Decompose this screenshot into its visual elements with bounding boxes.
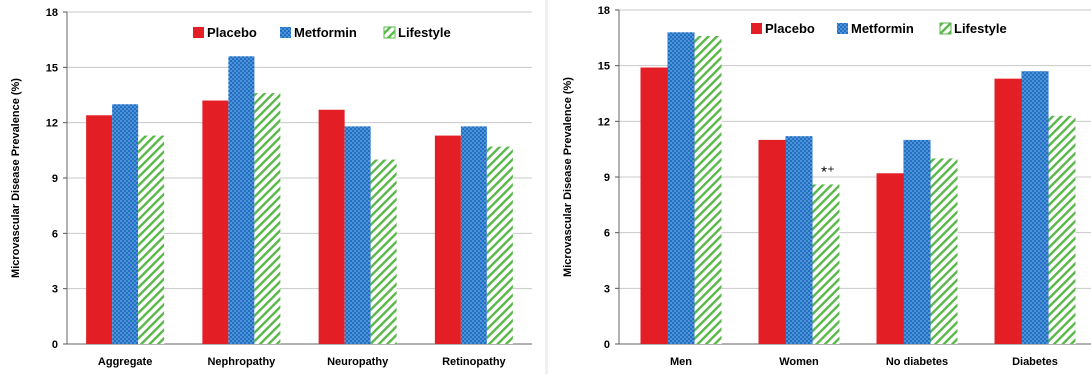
bar-lifestyle-aggregate — [138, 135, 165, 344]
legend-label-placebo: Placebo — [207, 25, 257, 40]
y-tick-label: 15 — [46, 62, 58, 74]
y-tick-label: 3 — [52, 284, 58, 296]
bar-placebo-no-diabetes — [876, 173, 904, 344]
x-category-label: Women — [779, 356, 819, 368]
bar-lifestyle-diabetes — [1048, 115, 1076, 345]
chart-left: 0 3 6 9 12 15 18 Microvascular Disease Prevalen… — [10, 7, 532, 368]
x-category-label: Diabetes — [1012, 356, 1058, 368]
y-tick-label: 6 — [52, 228, 58, 240]
y-tick-label: 18 — [598, 5, 610, 17]
bar-metformin-men — [667, 32, 695, 345]
x-category-label: Neuropathy — [327, 356, 389, 368]
y-tick-label: 12 — [46, 118, 58, 130]
bar-placebo-women — [758, 139, 786, 344]
bar-lifestyle-neuropathy — [370, 159, 397, 344]
legend-swatch-lifestyle — [939, 22, 952, 35]
y-tick-label: 15 — [598, 61, 610, 73]
bar-placebo-neuropathy — [318, 109, 345, 344]
bar-placebo-aggregate — [86, 115, 113, 345]
bar-lifestyle-retinopathy — [486, 146, 513, 344]
bar-placebo-retinopathy — [434, 135, 461, 344]
chart-panel-left: 0 3 6 9 12 15 18 Microvascular Disease Prevalen… — [0, 0, 545, 374]
y-tick-label: 6 — [604, 228, 610, 240]
chart-panel-right: 0 3 6 9 12 15 18 Microvascular Disease Prevalen… — [548, 0, 1091, 374]
legend-swatch-metformin — [280, 27, 291, 38]
legend-swatch-lifestyle — [383, 26, 396, 39]
y-tick-label: 9 — [604, 172, 610, 184]
bar-metformin-diabetes — [1021, 71, 1049, 344]
y-tick-label: 9 — [52, 173, 58, 185]
bar-lifestyle-women — [812, 184, 840, 344]
bar-metformin-nephropathy — [228, 56, 255, 345]
y-tick-label: 18 — [46, 7, 58, 19]
legend-swatch-placebo — [751, 23, 762, 34]
bar-metformin-no-diabetes — [903, 139, 931, 344]
bar-lifestyle-men — [694, 35, 722, 344]
bar-metformin-neuropathy — [344, 126, 371, 344]
x-category-label: Retinopathy — [442, 356, 506, 368]
y-tick-label: 0 — [52, 339, 58, 351]
legend-swatch-placebo — [193, 27, 204, 38]
legend-label-metformin: Metformin — [851, 21, 914, 36]
legend-label-lifestyle: Lifestyle — [954, 21, 1007, 36]
bar-placebo-diabetes — [994, 78, 1022, 345]
legend-label-metformin: Metformin — [294, 25, 357, 40]
y-tick-label: 0 — [604, 339, 610, 351]
bar-lifestyle-nephropathy — [254, 93, 281, 345]
y-axis-label: Microvascular Disease Prevalence (%) — [10, 78, 22, 278]
legend-swatch-metformin — [837, 23, 848, 34]
bar-lifestyle-no-diabetes — [930, 158, 958, 344]
y-axis-label: Microvascular Disease Prevalence (%) — [562, 77, 574, 277]
x-category-label: Nephropathy — [207, 356, 276, 368]
bar-metformin-women — [785, 136, 813, 344]
y-tick-label: 3 — [604, 283, 610, 295]
legend-label-placebo: Placebo — [765, 21, 815, 36]
bar-placebo-men — [640, 67, 668, 345]
x-category-label: Men — [670, 356, 692, 368]
bar-metformin-retinopathy — [460, 126, 487, 344]
x-category-label: Aggregate — [98, 356, 152, 368]
bar-placebo-nephropathy — [202, 100, 229, 345]
panel-divider — [545, 0, 548, 374]
bar-metformin-aggregate — [112, 104, 139, 344]
chart-right: 0 3 6 9 12 15 18 Microvascular Disease Prevalen… — [562, 5, 1091, 368]
y-tick-label: 12 — [598, 116, 610, 128]
significance-annotation: *⁺ — [821, 163, 835, 180]
x-category-label: No diabetes — [886, 356, 948, 368]
legend-label-lifestyle: Lifestyle — [398, 25, 451, 40]
